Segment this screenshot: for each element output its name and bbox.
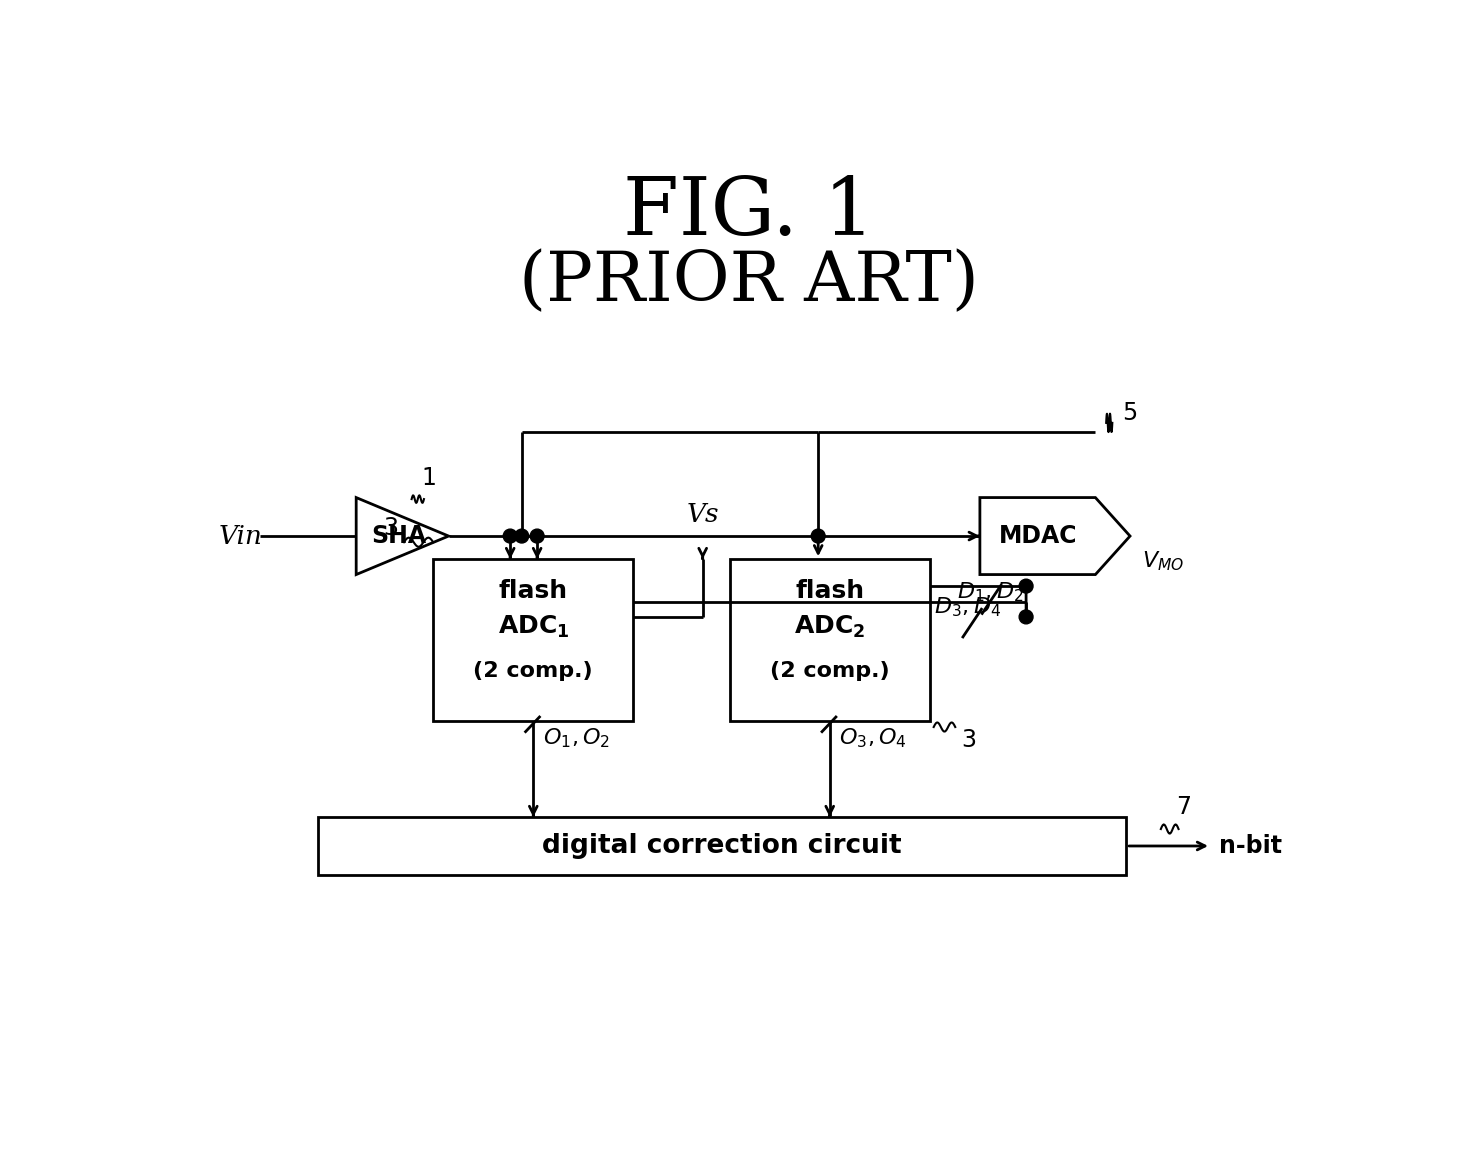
Bar	[730, 559, 930, 721]
Text: 3: 3	[384, 517, 398, 540]
Bar	[434, 559, 633, 721]
Circle shape	[812, 530, 825, 542]
Text: $V_{MO}$: $V_{MO}$	[1141, 549, 1184, 573]
Text: $O_1,O_2$: $O_1,O_2$	[542, 726, 609, 749]
Polygon shape	[980, 498, 1130, 574]
Circle shape	[530, 530, 544, 542]
Text: Vin: Vin	[218, 524, 262, 548]
Text: $O_3,O_4$: $O_3,O_4$	[839, 726, 907, 749]
Text: (PRIOR ART): (PRIOR ART)	[519, 249, 979, 316]
Polygon shape	[356, 498, 448, 574]
Text: ADC$_{\mathbf{2}}$: ADC$_{\mathbf{2}}$	[794, 614, 866, 639]
Circle shape	[504, 530, 517, 542]
Text: 3: 3	[961, 728, 976, 752]
Text: $D_3,D_4$: $D_3,D_4$	[933, 596, 1001, 620]
Text: (2 comp.): (2 comp.)	[473, 660, 593, 680]
Text: $D_1,D_2$: $D_1,D_2$	[957, 580, 1023, 603]
Circle shape	[1020, 579, 1033, 593]
Text: 7: 7	[1176, 795, 1191, 819]
Text: digital correction circuit: digital correction circuit	[542, 833, 902, 859]
Bar	[318, 817, 1127, 874]
Circle shape	[514, 530, 529, 542]
Text: MDAC: MDAC	[998, 524, 1077, 548]
Text: ADC$_{\mathbf{1}}$: ADC$_{\mathbf{1}}$	[498, 614, 568, 639]
Text: n-bit: n-bit	[1219, 833, 1282, 858]
Text: SHA: SHA	[371, 524, 426, 548]
Text: (2 comp.): (2 comp.)	[771, 660, 889, 680]
Text: 5: 5	[1122, 401, 1138, 424]
Text: flash: flash	[795, 580, 864, 603]
Circle shape	[1020, 610, 1033, 624]
Text: FIG. 1: FIG. 1	[623, 174, 875, 251]
Text: flash: flash	[498, 580, 568, 603]
Text: Vs: Vs	[687, 502, 719, 527]
Text: 1: 1	[422, 466, 437, 490]
